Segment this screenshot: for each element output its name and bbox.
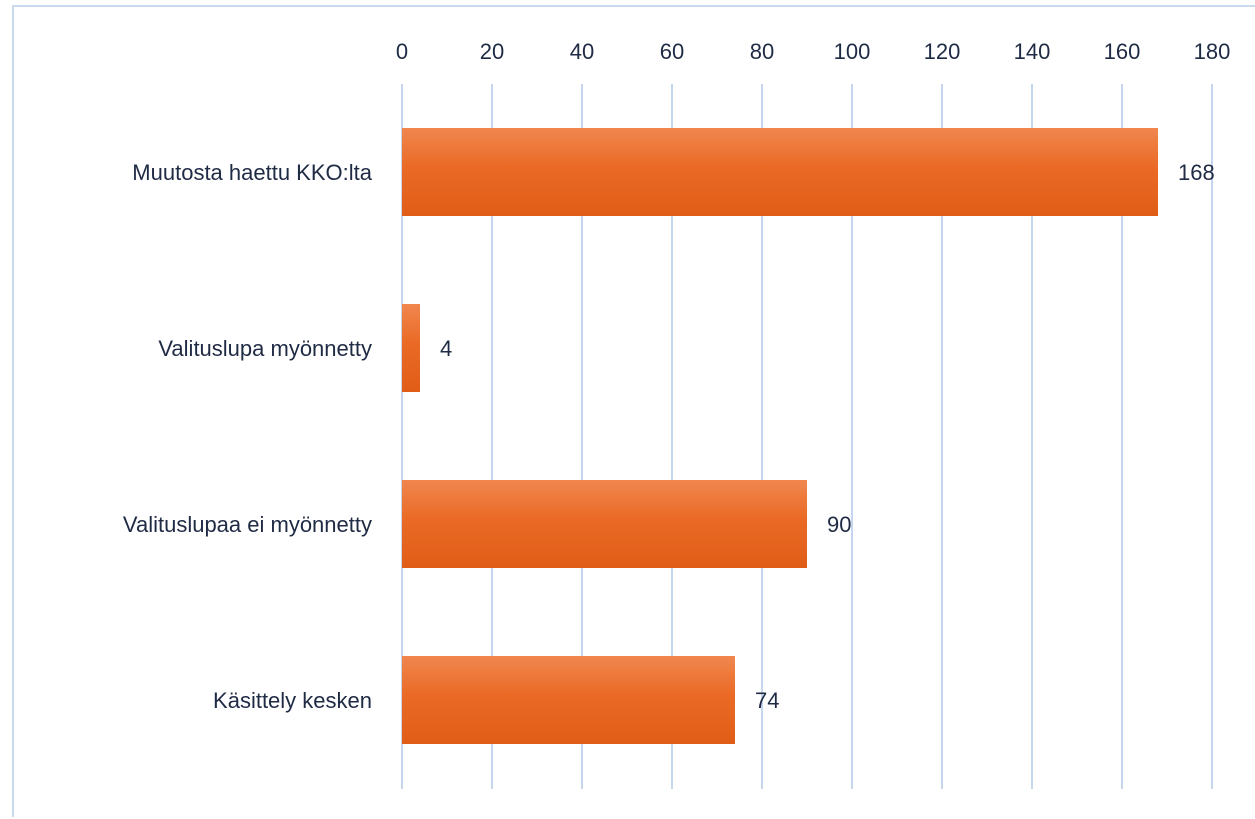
bar-chart: 0 20 40 60 80 100 120 140 160 180 Muutosta haettu…	[123, 39, 1230, 789]
bar	[402, 656, 735, 744]
data-labels: 168 4 90 74	[440, 160, 1215, 713]
x-tick-label: 0	[396, 39, 408, 64]
bars	[402, 128, 1158, 744]
x-tick-label: 140	[1014, 39, 1051, 64]
x-axis-ticks: 0 20 40 60 80 100 120 140 160 180	[396, 39, 1230, 64]
x-tick-label: 20	[480, 39, 504, 64]
data-label: 4	[440, 336, 452, 361]
bar	[402, 128, 1158, 216]
x-tick-label: 60	[660, 39, 684, 64]
data-label: 90	[827, 512, 851, 537]
x-tick-label: 120	[924, 39, 961, 64]
x-tick-label: 180	[1194, 39, 1231, 64]
bar	[402, 304, 420, 392]
category-label: Käsittely kesken	[213, 688, 372, 713]
category-labels: Muutosta haettu KKO:lta Valituslupa myönn…	[123, 160, 373, 713]
x-tick-label: 80	[750, 39, 774, 64]
chart-area: 0 20 40 60 80 100 120 140 160 180 Muutosta haettu…	[12, 5, 1255, 817]
category-label: Valituslupa myönnetty	[158, 336, 372, 361]
data-label: 168	[1178, 160, 1215, 185]
x-tick-label: 100	[834, 39, 871, 64]
x-tick-label: 40	[570, 39, 594, 64]
category-label: Valituslupaa ei myönnetty	[123, 512, 372, 537]
x-tick-label: 160	[1104, 39, 1141, 64]
data-label: 74	[755, 688, 779, 713]
bar	[402, 480, 807, 568]
category-label: Muutosta haettu KKO:lta	[132, 160, 372, 185]
